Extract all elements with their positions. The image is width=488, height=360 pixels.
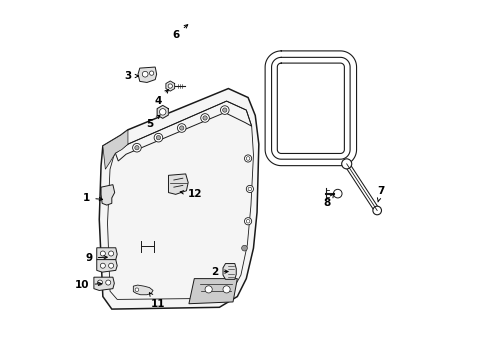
Polygon shape: [133, 285, 153, 295]
Circle shape: [244, 218, 251, 225]
Text: 3: 3: [124, 71, 138, 81]
Circle shape: [246, 185, 253, 193]
Text: 6: 6: [172, 25, 187, 40]
Text: 1: 1: [83, 193, 102, 203]
Polygon shape: [101, 185, 115, 205]
Circle shape: [149, 71, 153, 75]
Text: 5: 5: [146, 115, 160, 129]
Circle shape: [179, 126, 183, 130]
Polygon shape: [165, 81, 174, 91]
Polygon shape: [223, 264, 236, 279]
Text: 4: 4: [154, 90, 168, 106]
Text: 8: 8: [323, 193, 333, 208]
Circle shape: [372, 206, 381, 215]
Polygon shape: [138, 67, 156, 82]
Circle shape: [204, 286, 212, 293]
Text: 11: 11: [149, 293, 164, 309]
Circle shape: [201, 114, 209, 122]
Circle shape: [222, 108, 226, 112]
Circle shape: [154, 134, 163, 142]
Polygon shape: [168, 174, 188, 194]
Circle shape: [333, 189, 341, 198]
Circle shape: [142, 71, 148, 77]
Circle shape: [100, 263, 105, 268]
Polygon shape: [157, 105, 168, 118]
Polygon shape: [99, 89, 258, 309]
Circle shape: [168, 84, 172, 88]
Circle shape: [108, 251, 113, 256]
Circle shape: [223, 286, 230, 293]
Circle shape: [341, 159, 351, 169]
Polygon shape: [97, 260, 117, 272]
Circle shape: [220, 106, 228, 114]
Text: 10: 10: [75, 280, 102, 290]
Polygon shape: [97, 248, 117, 261]
Circle shape: [105, 280, 110, 285]
Circle shape: [108, 263, 113, 268]
Circle shape: [132, 143, 141, 152]
Ellipse shape: [131, 237, 163, 256]
Circle shape: [97, 280, 102, 285]
Circle shape: [100, 251, 105, 256]
Text: 7: 7: [376, 186, 384, 202]
Circle shape: [244, 155, 251, 162]
Circle shape: [203, 116, 207, 120]
Polygon shape: [188, 279, 237, 304]
Circle shape: [241, 245, 247, 251]
Polygon shape: [94, 277, 114, 291]
Circle shape: [156, 135, 160, 140]
Circle shape: [135, 288, 139, 292]
Polygon shape: [102, 130, 128, 169]
Text: 12: 12: [180, 189, 202, 199]
Text: 9: 9: [85, 253, 107, 263]
Text: 2: 2: [211, 267, 227, 277]
Circle shape: [135, 145, 139, 150]
Circle shape: [177, 124, 185, 132]
Circle shape: [159, 109, 165, 115]
